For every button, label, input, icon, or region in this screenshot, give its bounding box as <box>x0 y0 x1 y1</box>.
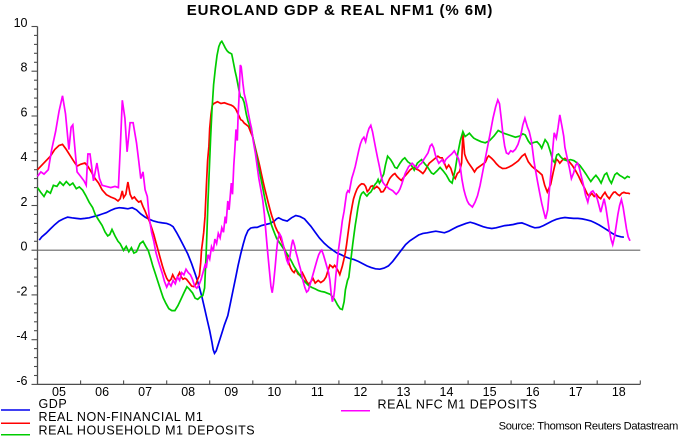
svg-text:-2: -2 <box>16 284 27 298</box>
svg-text:4: 4 <box>21 150 28 164</box>
svg-text:-6: -6 <box>16 374 27 388</box>
svg-text:06: 06 <box>95 385 109 399</box>
svg-text:14: 14 <box>440 385 454 399</box>
svg-text:REAL NFC M1 DEPOSITS: REAL NFC M1 DEPOSITS <box>378 397 538 411</box>
svg-text:6: 6 <box>21 106 28 120</box>
svg-text:GDP: GDP <box>39 397 68 411</box>
svg-text:11: 11 <box>311 385 324 399</box>
svg-text:15: 15 <box>483 385 497 399</box>
svg-text:18: 18 <box>612 385 626 399</box>
svg-text:REAL NON-FINANCIAL M1: REAL NON-FINANCIAL M1 <box>39 410 204 424</box>
svg-text:12: 12 <box>353 385 367 399</box>
svg-text:13: 13 <box>397 385 411 399</box>
svg-text:17: 17 <box>569 385 583 399</box>
svg-text:09: 09 <box>224 385 238 399</box>
svg-text:8: 8 <box>21 61 28 75</box>
svg-text:EUROLAND GDP & REAL NFM1 (% 6M: EUROLAND GDP & REAL NFM1 (% 6M) <box>187 2 494 19</box>
svg-text:08: 08 <box>181 385 195 399</box>
svg-text:2: 2 <box>21 195 28 209</box>
svg-text:10: 10 <box>267 385 281 399</box>
svg-text:07: 07 <box>138 385 152 399</box>
svg-text:16: 16 <box>526 385 540 399</box>
svg-text:0: 0 <box>21 240 28 254</box>
svg-text:-4: -4 <box>16 329 27 343</box>
svg-text:REAL HOUSEHOLD M1 DEPOSITS: REAL HOUSEHOLD M1 DEPOSITS <box>39 424 256 436</box>
svg-text:Source: Thomson Reuters Datast: Source: Thomson Reuters Datastream <box>499 421 678 433</box>
svg-text:10: 10 <box>14 16 28 30</box>
svg-text:05: 05 <box>52 385 66 399</box>
